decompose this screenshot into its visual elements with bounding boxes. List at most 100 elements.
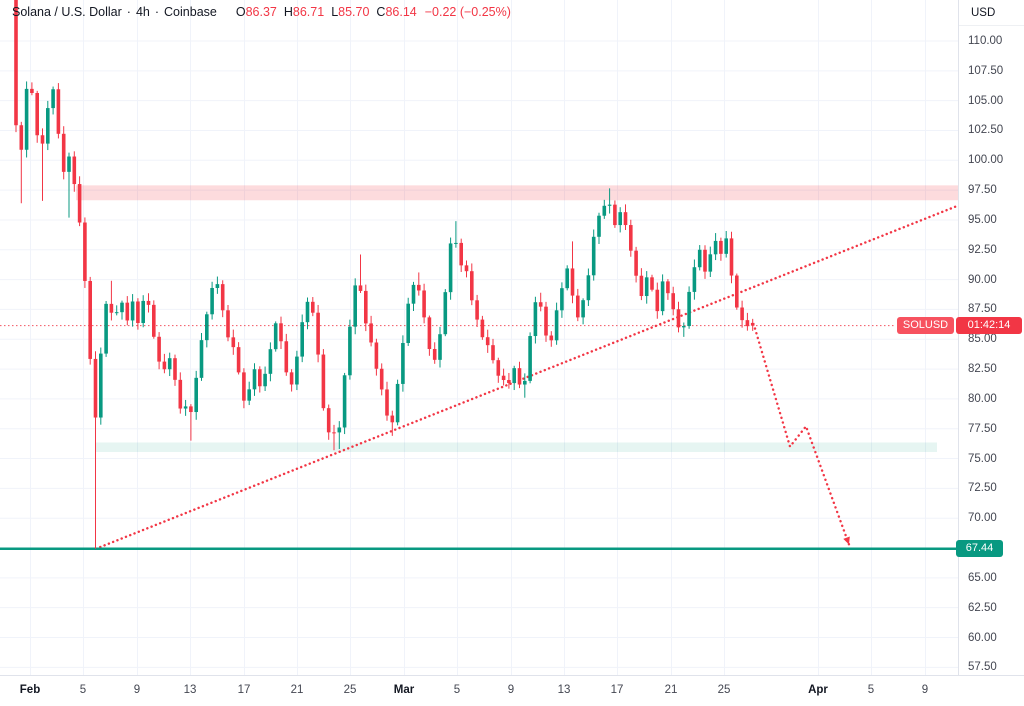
time-axis-label: 25 [717, 684, 731, 696]
candle-body [480, 319, 485, 338]
candle-body [46, 108, 50, 144]
candle-body [67, 156, 71, 172]
open-value: 86.37 [245, 5, 277, 19]
candle-body [745, 320, 750, 327]
candle-body [644, 277, 649, 297]
candle-body [560, 288, 564, 311]
candle-body [279, 323, 283, 342]
ohlc-readout: O86.37 H86.71 L85.70 C86.14 −0.22 (−0.25%) [229, 5, 511, 19]
candle-body [374, 342, 379, 369]
support-price-badge: 67.44 [956, 540, 1003, 558]
candle-body [422, 290, 426, 318]
time-axis-label: 21 [290, 684, 304, 696]
price-axis-label: 87.50 [968, 303, 997, 316]
candlestick-chart[interactable] [0, 0, 958, 675]
candle-body [576, 295, 580, 318]
candle-body [99, 353, 103, 418]
time-axis[interactable]: Feb 5 9 13 17 21 25 Mar 5 9 13 17 21 25 Apr 5 9 [0, 675, 1024, 706]
candle-body [544, 306, 548, 336]
currency-label[interactable]: USD [959, 0, 1024, 26]
time-axis-label: 13 [183, 684, 197, 696]
symbol-price-badge: SOLUSD [897, 317, 954, 335]
symbol-title[interactable]: Solana / U.S. Dollar [12, 5, 122, 19]
candle-body [83, 222, 87, 281]
candle-body [729, 238, 734, 276]
candle-body [443, 292, 448, 335]
candle-body [273, 323, 278, 350]
candle-body [390, 415, 395, 423]
candle-body [470, 271, 474, 301]
candle-body [220, 284, 225, 311]
candle-body [491, 345, 495, 361]
symbol-legend[interactable]: Solana / U.S. Dollar · 4h · Coinbase O86.37 H8… [12, 5, 511, 19]
candle-body [655, 289, 660, 312]
candle-body [639, 275, 644, 297]
candle-body [496, 360, 501, 376]
candle-body [56, 89, 61, 134]
candle-body [454, 242, 458, 244]
projection-path [753, 327, 851, 546]
candle-body [130, 301, 135, 321]
candle-body [252, 369, 257, 390]
price-axis-label: 62.50 [968, 601, 997, 614]
candle-body [406, 303, 410, 344]
candle-body [538, 302, 543, 307]
candle-body [703, 249, 707, 272]
candle-body [507, 380, 511, 384]
candle-body [226, 310, 230, 338]
price-axis-label: 77.50 [968, 422, 997, 435]
low-label: L [331, 5, 339, 19]
candle-body [35, 93, 39, 136]
price-axis[interactable]: USD 01:42:14 67.44 110.00 107.50 105.00 102… [956, 0, 1024, 675]
candle-body [51, 89, 55, 109]
price-axis-label: 100.00 [968, 154, 1004, 167]
price-axis-label: 97.50 [968, 184, 997, 197]
candle-body [72, 156, 77, 185]
candle-body [692, 267, 697, 292]
price-axis-label: 60.00 [968, 631, 997, 644]
candle-body [284, 341, 289, 373]
candle-body [40, 135, 45, 144]
candle-body [146, 300, 151, 305]
candle-body [242, 372, 246, 401]
open-label: O [235, 5, 246, 19]
time-axis-label: Feb [19, 684, 41, 696]
candle-body [162, 361, 167, 370]
candle-body [438, 334, 442, 360]
time-axis-label: 21 [664, 684, 678, 696]
candle-body [268, 349, 273, 374]
candle-body [295, 356, 299, 385]
interval-label[interactable]: 4h [135, 5, 150, 19]
projection-arrowhead [843, 536, 850, 545]
candle-body [326, 408, 331, 433]
chart-area[interactable]: Solana / U.S. Dollar · 4h · Coinbase O86.37 H8… [0, 0, 958, 675]
candle-body [660, 281, 665, 312]
candle-body [570, 268, 575, 296]
time-axis-label: Mar [393, 684, 415, 696]
candle-body [109, 303, 114, 313]
candle-body [666, 281, 670, 294]
candle-body [713, 240, 718, 255]
trendline [94, 204, 958, 550]
candle-body [14, 0, 18, 126]
low-value: 85.70 [338, 5, 370, 19]
candle-body [533, 302, 538, 337]
candle-body [740, 307, 744, 321]
candle-body [719, 240, 723, 254]
candle-body [316, 312, 320, 355]
candle-body [586, 275, 591, 301]
time-axis-label: 9 [507, 684, 515, 696]
candle-body [88, 280, 92, 359]
time-axis-label: Apr [808, 684, 828, 696]
candle-body [167, 358, 172, 370]
candle-body [93, 358, 98, 418]
price-axis-label: 70.00 [968, 512, 997, 525]
candle-body [236, 347, 241, 373]
resistance-zone [76, 185, 958, 201]
candle-body [597, 215, 601, 237]
candle-body [464, 265, 469, 272]
candle-body [395, 383, 400, 423]
candle-body [77, 184, 82, 223]
candle-body [523, 380, 527, 385]
